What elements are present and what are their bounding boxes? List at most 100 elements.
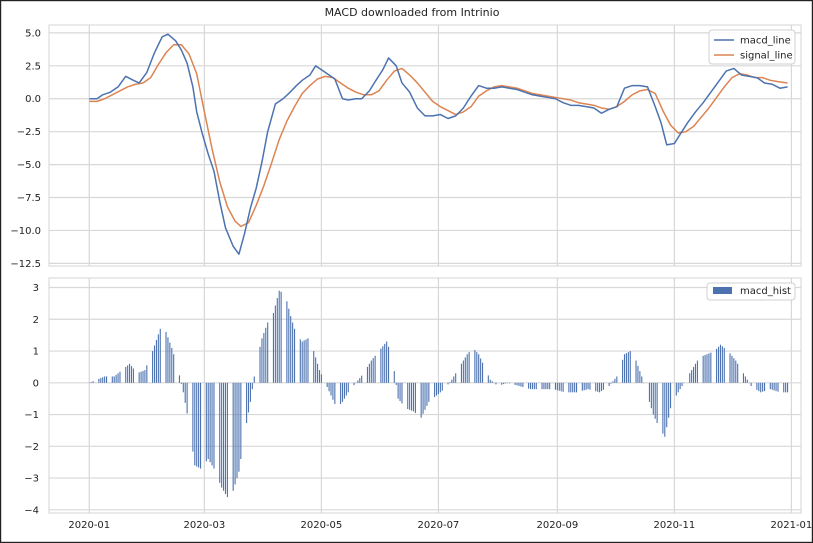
- macd-hist-bar: [434, 382, 436, 398]
- macd-hist-bar: [90, 382, 92, 383]
- macd-hist-bar: [599, 382, 601, 393]
- macd-hist-bar: [407, 382, 409, 409]
- macd-hist-bar: [332, 382, 334, 400]
- macd-hist-bar: [211, 382, 213, 466]
- macd-line-y-axis: 5.0 2.5 0.0 −2.5 −5.0 −7.5 −10.0 −12.5: [10, 28, 41, 269]
- macd-hist-bar: [180, 382, 182, 384]
- macd-hist-bar: [679, 382, 681, 390]
- macd-hist-bar: [437, 382, 439, 394]
- macd-hist-bar: [92, 381, 94, 383]
- macd-hist-bar: [414, 382, 416, 413]
- macd-hist-bar: [259, 346, 261, 383]
- macd-hist-bar: [142, 370, 144, 383]
- macd-hist-bar: [670, 382, 672, 409]
- macd-hist-bar: [702, 355, 704, 383]
- macd-hist-bar: [576, 382, 578, 393]
- macd-hist-bar: [397, 382, 399, 399]
- macd-hist-bar: [453, 376, 455, 383]
- macd-hist-bar: [303, 340, 305, 383]
- macd-line-gridlines: [49, 25, 801, 266]
- macd-hist-bar: [178, 375, 180, 383]
- macd-hist-bar: [480, 358, 482, 383]
- macd-hist-bar: [562, 382, 564, 392]
- macd-hist-bar: [372, 358, 374, 383]
- macd-hist-bar: [102, 377, 104, 383]
- macd-hist-bar: [710, 352, 712, 383]
- macd-hist-bar: [132, 368, 134, 383]
- macd-hist-bar: [382, 346, 384, 383]
- signal-line-series: [89, 44, 788, 228]
- macd-hist-legend-label: macd_hist: [740, 286, 791, 297]
- macd-hist-bar: [411, 382, 413, 411]
- macd-hist-bar: [194, 382, 196, 466]
- macd-hist-bar: [424, 382, 426, 410]
- x-tick-label: 2020-03: [183, 520, 225, 531]
- macd-hist-y-tick-label: −3: [24, 474, 39, 485]
- macd-hist-bar: [412, 382, 415, 412]
- macd-hist-bar: [98, 378, 100, 383]
- macd-hist-bar: [771, 382, 773, 390]
- macd-hist-bar: [361, 375, 363, 383]
- macd-line-panel-border: [48, 24, 802, 267]
- macd-hist-bar: [489, 379, 491, 383]
- macd-hist-bar: [491, 381, 493, 383]
- macd-hist-bar: [595, 382, 597, 392]
- macd-hist-bar: [635, 360, 637, 383]
- macd-hist-bar: [556, 382, 558, 391]
- macd-hist-bar: [531, 382, 533, 390]
- x-axis-tick-labels: 2020-01 2020-03 2020-05 2020-07 2020-09 2020-…: [68, 520, 812, 531]
- macd-hist-bar: [341, 382, 344, 402]
- macd-hist-bar: [380, 348, 382, 383]
- macd-hist-bar: [558, 382, 560, 391]
- macd-hist-bar: [516, 382, 518, 386]
- macd-hist-bar: [213, 382, 215, 469]
- macd-hist-bar: [307, 338, 309, 383]
- x-tick-label: 2020-09: [536, 520, 578, 531]
- macd-hist-bar: [762, 382, 764, 392]
- macd-hist-bar: [750, 382, 752, 386]
- macd-hist-bar: [368, 363, 370, 383]
- macd-hist-bar: [629, 351, 631, 383]
- macd-hist-panel-border: [48, 277, 802, 514]
- macd-hist-bar: [474, 349, 476, 383]
- macd-hist-bar: [428, 382, 430, 402]
- macd-hist-bar: [347, 382, 349, 393]
- macd-hist-bar: [261, 338, 263, 383]
- macd-hist-bar: [677, 382, 679, 393]
- macd-line-y-tick-label: −10.0: [10, 226, 41, 237]
- macd-hist-bar: [157, 334, 159, 383]
- macd-hist-bar: [451, 379, 453, 383]
- macd-hist-bar: [764, 382, 766, 392]
- macd-hist-bar: [253, 376, 255, 383]
- macd-line-y-tick-label: −7.5: [17, 193, 41, 204]
- macd-hist-bar: [140, 371, 142, 383]
- macd-hist-bar: [508, 382, 510, 384]
- macd-hist-y-tick-label: 3: [33, 283, 39, 294]
- macd-hist-bar: [733, 358, 735, 383]
- macd-hist-bar: [374, 355, 376, 383]
- macd-hist-y-tick-label: 0: [33, 378, 39, 389]
- macd-hist-bar: [221, 382, 223, 488]
- macd-hist-bar: [529, 382, 532, 390]
- macd-hist-bar: [760, 382, 762, 393]
- macd-hist-bar: [449, 382, 451, 383]
- macd-hist-bar: [602, 382, 604, 390]
- macd-hist-bar: [639, 371, 641, 383]
- macd-hist-bar: [146, 365, 148, 383]
- macd-hist-bar: [656, 382, 658, 424]
- macd-hist-bar: [462, 360, 464, 383]
- macd-hist-bar: [666, 382, 668, 428]
- macd-hist-bar: [247, 382, 250, 413]
- macd-hist-bar: [119, 371, 121, 383]
- x-tick-label: 2020-05: [301, 520, 343, 531]
- macd-hist-bar: [401, 382, 403, 404]
- macd-hist-bar: [574, 382, 576, 393]
- macd-hist-bar: [340, 382, 342, 404]
- macd-hist-bar: [366, 366, 368, 383]
- macd-hist-bar: [785, 382, 787, 393]
- macd-hist-bar: [125, 366, 127, 383]
- macd-hist-bar: [622, 359, 624, 383]
- macd-hist-bar: [138, 372, 140, 383]
- macd-hist-bar: [587, 382, 589, 390]
